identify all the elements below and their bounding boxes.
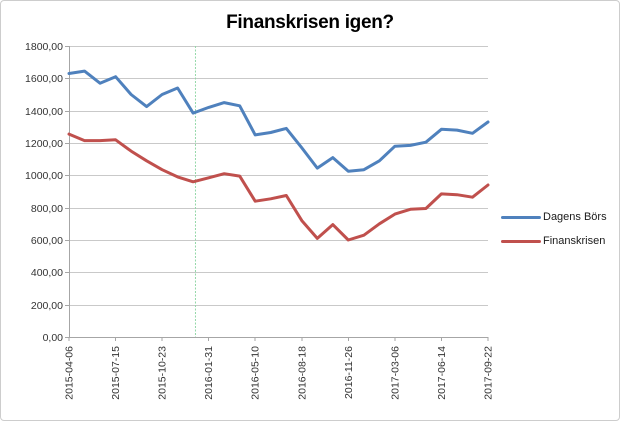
y-axis-label: 1200,00	[25, 138, 63, 150]
y-axis-label: 1000,00	[25, 170, 63, 182]
y-axis-label: 0,00	[43, 332, 64, 344]
chart-title: Finanskrisen igen?	[226, 12, 394, 33]
x-axis-label: 2016-11-26	[343, 346, 355, 399]
x-axis-label: 2017-06-14	[436, 346, 448, 400]
y-axis-label: 400,00	[31, 267, 63, 279]
y-axis-label: 1600,00	[25, 73, 63, 85]
x-axis-label: 2017-03-06	[389, 346, 401, 400]
legend: Dagens Börs Finanskrisen	[501, 211, 607, 247]
legend-line-swatch	[501, 239, 541, 243]
series-line-finanskrisen	[67, 132, 490, 242]
legend-label: Dagens Börs	[543, 211, 607, 223]
x-axis-label: 2015-04-06	[64, 346, 76, 400]
legend-line-swatch	[501, 215, 541, 219]
y-axis-label: 800,00	[31, 203, 63, 215]
legend-item-dagens-b-rs: Dagens Börs	[501, 211, 607, 223]
x-axis-label: 2016-08-18	[296, 346, 308, 400]
x-axis-label: 2016-01-31	[203, 346, 215, 400]
y-axis-label: 1400,00	[25, 106, 63, 118]
y-axis-label: 200,00	[31, 300, 63, 312]
legend-item-finanskrisen: Finanskrisen	[501, 235, 607, 247]
x-axis-label: 2016-05-10	[250, 346, 262, 400]
x-axis-label: 2015-07-15	[110, 346, 122, 400]
y-axis-label: 1800,00	[25, 41, 63, 53]
x-axis-label: 2015-10-23	[157, 346, 169, 400]
series-line-dagens-b-rs	[67, 69, 490, 173]
y-axis-label: 600,00	[31, 235, 63, 247]
legend-label: Finanskrisen	[543, 235, 606, 247]
x-axis-label: 2017-09-22	[483, 346, 495, 400]
